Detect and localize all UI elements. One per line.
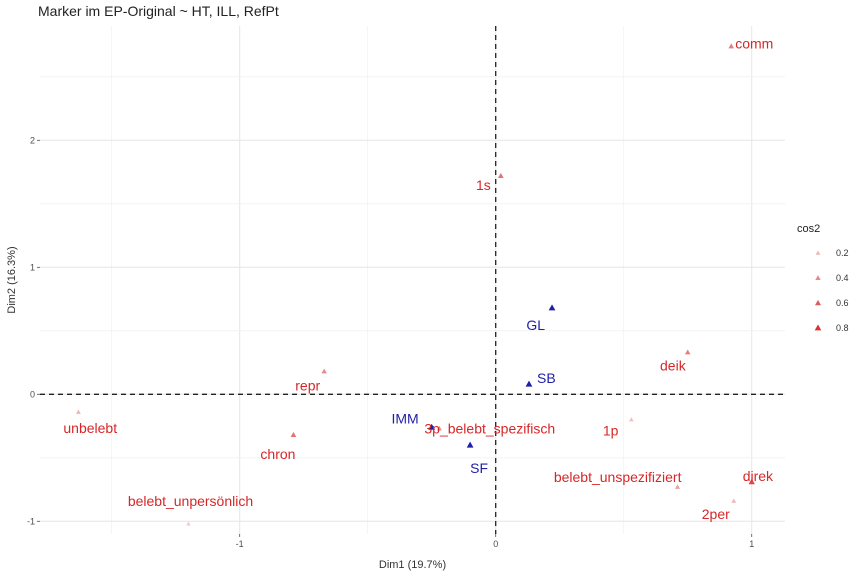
y-tick-label: 1	[30, 262, 35, 272]
point-label: belebt_unspezifiziert	[554, 469, 682, 485]
point-label: chron	[260, 446, 295, 462]
data-point	[731, 498, 737, 503]
point-label: unbelebt	[63, 420, 117, 436]
point-label: SF	[470, 460, 488, 476]
chart-title: Marker im EP-Original ~ HT, ILL, RefPt	[38, 3, 279, 19]
x-axis-title: Dim1 (19.7%)	[379, 559, 446, 571]
y-tick-label: 2	[30, 135, 35, 145]
panel-background	[40, 26, 785, 534]
point-label: SB	[537, 370, 556, 386]
data-point	[674, 484, 681, 489]
data-point	[525, 380, 533, 387]
point-label: 3p_belebt_spezifisch	[424, 421, 555, 437]
legend: cos2 0.2 0.4 0.6 0.8	[797, 223, 849, 333]
legend-swatch	[814, 299, 822, 306]
legend-label: 0.6	[836, 298, 849, 308]
data-point	[684, 349, 691, 355]
data-point	[748, 478, 755, 485]
data-point	[436, 425, 443, 431]
data-point	[76, 409, 81, 414]
plot-panel	[40, 26, 785, 534]
legend-label: 0.4	[836, 273, 849, 283]
point-label: belebt_unpersönlich	[128, 493, 253, 509]
legend-title: cos2	[797, 223, 820, 235]
x-tick-label: 1	[749, 539, 754, 549]
legend-swatch	[815, 275, 821, 280]
x-tick-label: 0	[493, 539, 498, 549]
y-tick-label: -1	[27, 516, 35, 526]
data-points	[76, 43, 755, 526]
point-label: 1s	[476, 177, 491, 193]
legend-label: 0.2	[836, 248, 849, 258]
point-label: deik	[660, 357, 687, 373]
x-tick-label: -1	[236, 539, 244, 549]
point-label: 1p	[603, 423, 619, 439]
tick-labels: -1 0 1 -1 0 1 2	[27, 135, 754, 549]
data-point	[428, 423, 436, 430]
reference-lines	[40, 26, 785, 534]
data-point	[728, 43, 735, 49]
point-labels: comm 1s deik repr unbelebt chron 3p_belebt_spe…	[63, 35, 774, 522]
data-point	[548, 304, 556, 311]
gridlines	[40, 26, 785, 534]
point-label: 2per	[702, 506, 730, 522]
point-label: direk	[743, 468, 774, 484]
y-tick-label: 0	[30, 389, 35, 399]
data-point	[186, 521, 191, 526]
point-label: comm	[735, 35, 773, 51]
data-point	[497, 172, 504, 178]
data-point	[466, 441, 474, 448]
point-label: IMM	[391, 410, 418, 426]
legend-swatch	[815, 250, 821, 255]
data-point	[321, 368, 327, 374]
point-label: GL	[526, 317, 545, 333]
data-point	[290, 431, 297, 438]
y-axis-title: Dim2 (16.3%)	[6, 246, 18, 313]
data-point	[629, 417, 634, 422]
point-label: repr	[295, 377, 320, 393]
legend-label: 0.8	[836, 323, 849, 333]
legend-swatch	[814, 324, 822, 331]
